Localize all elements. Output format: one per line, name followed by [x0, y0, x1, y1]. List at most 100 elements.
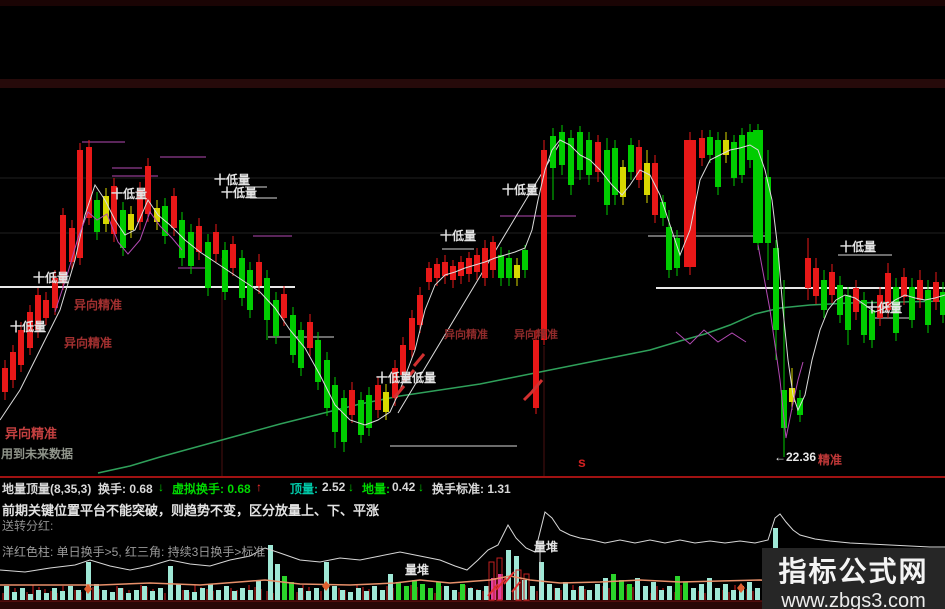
- candle-body: [2, 368, 8, 392]
- comb-bar: [680, 585, 682, 600]
- indicator-note-line2: 送转分红:: [2, 519, 54, 533]
- candle-body: [171, 196, 177, 228]
- volume-bar: [579, 586, 584, 600]
- volume-bar: [52, 588, 57, 600]
- volume-bar: [102, 590, 107, 600]
- candle-body: [18, 330, 24, 365]
- candle-body: [273, 300, 279, 336]
- comb-bar: [704, 593, 706, 600]
- volume-bar: [691, 588, 696, 600]
- candle-body: [375, 385, 381, 410]
- candle-body: [10, 352, 16, 380]
- magenta-ma-line: [54, 210, 183, 313]
- candle-body: [747, 132, 753, 160]
- param-item: ↓: [418, 480, 424, 494]
- red-arrow-mark: [487, 583, 499, 597]
- candle-body: [933, 282, 939, 302]
- volume-bar: [412, 580, 417, 600]
- candle-body: [86, 147, 92, 218]
- candle-body: [699, 138, 705, 158]
- volume-bar: [675, 576, 680, 600]
- comb-bar: [752, 591, 754, 600]
- param-item: ↓: [158, 480, 164, 494]
- red-arrow-mark: [495, 577, 507, 591]
- volume-bar: [667, 586, 672, 600]
- candle-body: [620, 167, 626, 197]
- candle-body: [35, 295, 41, 330]
- hollow-red-bar: [515, 569, 522, 601]
- param-item: 换手: 0.68: [98, 482, 153, 496]
- orange-diamond-marker: [737, 583, 745, 593]
- comb-bar: [560, 590, 562, 600]
- volume-bar: [747, 582, 752, 600]
- comb-bar: [434, 593, 436, 600]
- chart-annotation: 十低量: [33, 271, 70, 285]
- comb-bar: [266, 591, 268, 600]
- chart-annotation: 精准: [818, 453, 843, 467]
- comb-bar: [206, 589, 208, 600]
- watermark-site-name: 指标公式网: [778, 556, 929, 587]
- param-item: 0.42: [392, 480, 416, 494]
- candle-body: [324, 360, 330, 408]
- chart-annotation: 十低量: [840, 240, 877, 254]
- candle-body: [434, 264, 440, 278]
- volume-bar: [603, 578, 608, 600]
- volume-bar: [298, 588, 303, 600]
- candle-body: [247, 270, 253, 310]
- candle-body: [707, 137, 713, 155]
- watermark-site-url: www.zbgs3.com: [781, 590, 926, 609]
- main-candlestick-chart[interactable]: [0, 0, 945, 479]
- volume-bar: [216, 590, 221, 600]
- candle-body: [533, 340, 539, 408]
- candle-body: [77, 150, 83, 258]
- candle-body: [773, 248, 779, 330]
- candle-body: [577, 132, 583, 170]
- candle-body: [909, 287, 915, 320]
- candle-body: [392, 368, 398, 398]
- volume-bar: [627, 584, 632, 600]
- chart-annotation: 异向精准: [444, 329, 488, 341]
- candle-body: [358, 400, 364, 435]
- magenta-v-line: [757, 244, 804, 439]
- red-arrow-mark: [503, 571, 515, 585]
- volume-bar: [739, 586, 744, 600]
- volume-bar: [126, 593, 131, 600]
- candle-body: [239, 258, 245, 298]
- volume-bar: [208, 584, 213, 600]
- price-band: [0, 0, 945, 6]
- volume-pile-label: 量堆: [534, 540, 559, 554]
- candle-body: [120, 210, 126, 248]
- comb-bar: [74, 590, 76, 600]
- volume-bar: [707, 578, 712, 600]
- candle-body: [498, 255, 504, 278]
- volume-bar: [563, 582, 568, 600]
- candle-body: [652, 163, 658, 215]
- volume-bar: [184, 590, 189, 600]
- param-item: 虚拟换手: 0.68: [172, 482, 251, 496]
- chart-annotation: 十低量: [10, 320, 47, 334]
- param-item: 2.52: [322, 480, 346, 494]
- candle-body: [230, 244, 236, 268]
- candle-body: [568, 138, 574, 185]
- candle-body: [813, 268, 819, 296]
- chart-annotation: 十低量: [221, 186, 258, 200]
- white-signal-line: [0, 511, 945, 573]
- volume-bar: [348, 592, 353, 600]
- candle-body: [684, 140, 696, 267]
- candle-body: [666, 227, 672, 270]
- volume-bar: [142, 586, 147, 600]
- chart-annotation: 十低量: [111, 187, 148, 201]
- candle-body: [196, 226, 202, 252]
- volume-bar: [158, 588, 163, 600]
- comb-bar: [230, 588, 232, 600]
- volume-bar: [555, 588, 560, 600]
- chart-annotation: 异向精准: [5, 426, 58, 441]
- volume-bar: [36, 590, 41, 600]
- red-signal-mark: [412, 353, 426, 367]
- candle-body: [466, 258, 472, 274]
- param-item: 地量:: [362, 482, 390, 496]
- candle-body: [145, 166, 151, 214]
- candle-body: [781, 390, 787, 428]
- volume-bar: [306, 591, 311, 600]
- candle-body: [789, 388, 795, 402]
